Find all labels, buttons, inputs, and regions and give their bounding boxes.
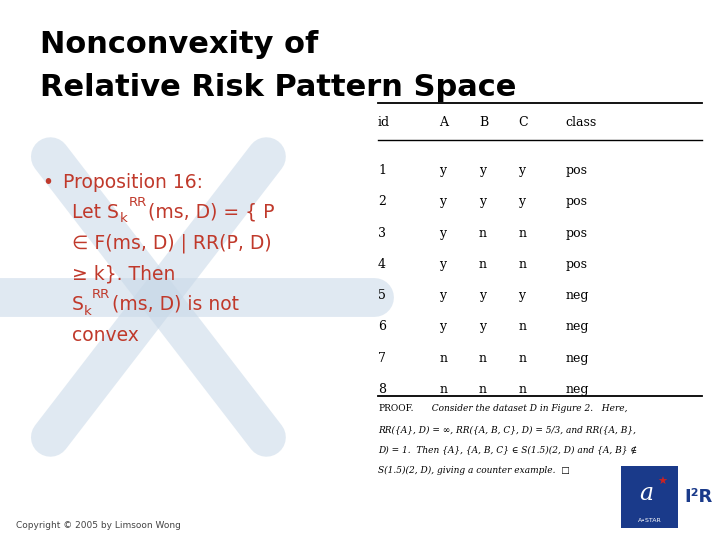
Text: pos: pos <box>565 226 588 240</box>
Text: y: y <box>479 289 486 302</box>
Text: neg: neg <box>565 289 589 302</box>
Text: n: n <box>479 258 487 271</box>
Text: Copyright © 2005 by Limsoon Wong: Copyright © 2005 by Limsoon Wong <box>16 521 181 530</box>
Text: y: y <box>439 226 446 240</box>
Text: 4: 4 <box>378 258 386 271</box>
Text: PROOF.: PROOF. <box>378 404 413 414</box>
Text: k: k <box>120 212 128 225</box>
Text: id: id <box>378 116 390 129</box>
Text: pos: pos <box>565 195 588 208</box>
Text: 1: 1 <box>378 164 386 177</box>
Text: n: n <box>479 226 487 240</box>
Text: 7: 7 <box>378 352 386 365</box>
Text: n: n <box>439 352 447 365</box>
Text: D) = 1.  Then {A}, {A, B, C} ∈ S(1.5)(2, D) and {A, B} ∉: D) = 1. Then {A}, {A, B, C} ∈ S(1.5)(2, … <box>378 446 637 455</box>
Text: A: A <box>439 116 448 129</box>
Text: RR: RR <box>129 196 147 209</box>
Text: y: y <box>479 164 486 177</box>
Text: Consider the dataset D in Figure 2.   Here,: Consider the dataset D in Figure 2. Here… <box>426 404 628 414</box>
Text: y: y <box>518 289 526 302</box>
Text: n: n <box>439 383 447 396</box>
Text: y: y <box>479 321 486 334</box>
Text: neg: neg <box>565 352 589 365</box>
Text: neg: neg <box>565 383 589 396</box>
Text: RR({A}, D) = ∞, RR({A, B, C}, D) = 5/3, and RR({A, B},: RR({A}, D) = ∞, RR({A, B, C}, D) = 5/3, … <box>378 425 636 434</box>
Text: convex: convex <box>72 326 139 345</box>
Text: ≥ k}. Then: ≥ k}. Then <box>72 264 176 283</box>
Text: pos: pos <box>565 164 588 177</box>
Text: n: n <box>518 258 526 271</box>
Text: ∈ F(ms, D) | RR(P, D): ∈ F(ms, D) | RR(P, D) <box>72 233 271 253</box>
Text: n: n <box>518 383 526 396</box>
Text: y: y <box>439 164 446 177</box>
Text: y: y <box>439 258 446 271</box>
Text: I²R: I²R <box>684 488 712 506</box>
Text: Nonconvexity of: Nonconvexity of <box>40 30 318 59</box>
Text: ★: ★ <box>657 477 667 487</box>
Text: 8: 8 <box>378 383 386 396</box>
Text: A•STAR: A•STAR <box>638 517 661 523</box>
Text: n: n <box>518 321 526 334</box>
Text: B: B <box>479 116 488 129</box>
Text: y: y <box>518 164 526 177</box>
Text: RR: RR <box>92 288 110 301</box>
Text: class: class <box>565 116 596 129</box>
Text: pos: pos <box>565 258 588 271</box>
Text: Let S: Let S <box>72 202 119 221</box>
Text: (ms, D) = { P: (ms, D) = { P <box>148 202 275 221</box>
Text: y: y <box>439 289 446 302</box>
Text: S: S <box>72 295 84 314</box>
Text: n: n <box>518 352 526 365</box>
FancyBboxPatch shape <box>621 466 678 528</box>
Text: 2: 2 <box>378 195 386 208</box>
Text: (ms, D) is not: (ms, D) is not <box>112 295 238 314</box>
Text: Proposition 16:: Proposition 16: <box>63 173 203 192</box>
Text: a: a <box>639 482 654 505</box>
Text: 6: 6 <box>378 321 386 334</box>
Text: Relative Risk Pattern Space: Relative Risk Pattern Space <box>40 73 516 102</box>
Text: •: • <box>42 173 53 192</box>
Text: 3: 3 <box>378 226 386 240</box>
Text: k: k <box>84 305 91 318</box>
Text: S(1.5)(2, D), giving a counter example.  □: S(1.5)(2, D), giving a counter example. … <box>378 466 570 475</box>
Text: y: y <box>518 195 526 208</box>
Text: n: n <box>479 352 487 365</box>
Text: y: y <box>439 195 446 208</box>
Text: y: y <box>479 195 486 208</box>
Text: C: C <box>518 116 528 129</box>
Text: 5: 5 <box>378 289 386 302</box>
Text: neg: neg <box>565 321 589 334</box>
Text: n: n <box>479 383 487 396</box>
Text: n: n <box>518 226 526 240</box>
Text: y: y <box>439 321 446 334</box>
